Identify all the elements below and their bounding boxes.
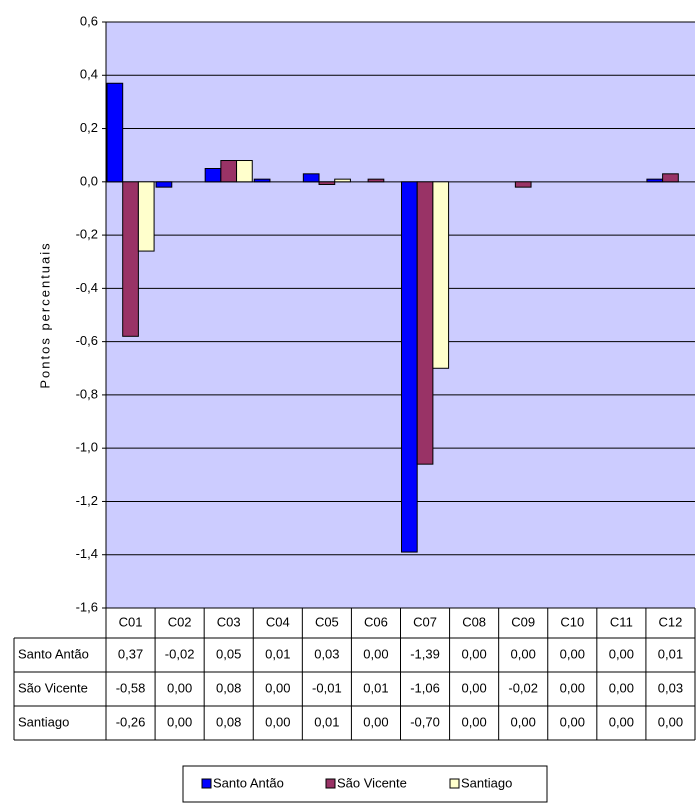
table-cell: 0,01	[658, 646, 683, 661]
legend-swatch	[325, 778, 336, 789]
bar	[401, 181, 418, 553]
bar	[302, 173, 320, 183]
y-tick-label: -1,2	[76, 493, 98, 508]
bar	[646, 178, 664, 183]
legend-label: Santiago	[461, 775, 512, 790]
bar	[367, 178, 385, 183]
table-cell: 0,37	[118, 646, 143, 661]
table-cell: -0,01	[312, 680, 342, 695]
table-cell: 0,00	[265, 680, 290, 695]
x-tick-label: C10	[560, 614, 584, 629]
table-cell: 0,00	[265, 714, 290, 729]
bar	[318, 181, 336, 185]
bar	[334, 178, 351, 183]
table-cell: -1,39	[410, 646, 440, 661]
table-cell: 0,01	[265, 646, 290, 661]
table-cell: 0,03	[658, 680, 683, 695]
legend-label: Santo Antão	[213, 775, 284, 790]
table-cell: 0,03	[314, 646, 339, 661]
table-cell: 0,01	[363, 680, 388, 695]
table-cell: 0,00	[658, 714, 683, 729]
y-tick-label: 0,4	[80, 67, 98, 82]
table-cell: -0,26	[116, 714, 146, 729]
table-cell: 0,00	[461, 714, 486, 729]
bar	[122, 181, 139, 337]
table-cell: -0,70	[410, 714, 440, 729]
x-tick-label: C02	[168, 614, 192, 629]
table-cell: 0,00	[167, 714, 192, 729]
table-cell: 0,05	[216, 646, 241, 661]
x-tick-label: C11	[610, 614, 633, 629]
y-tick-label: -1,4	[76, 546, 98, 561]
y-tick-label: 0,0	[80, 173, 98, 188]
bar	[416, 181, 434, 465]
y-tick-label: -0,8	[76, 386, 98, 401]
bar	[137, 181, 155, 252]
x-tick-label: C05	[315, 614, 339, 629]
table-cell: -1,06	[410, 680, 440, 695]
x-tick-label: C09	[511, 614, 535, 629]
table-cell: -0,58	[116, 680, 146, 695]
bar	[253, 178, 271, 183]
y-tick-label: -1,6	[76, 599, 98, 614]
bar	[514, 181, 532, 188]
legend-label: São Vicente	[337, 775, 407, 790]
x-tick-label: C06	[364, 614, 388, 629]
x-tick-label: C01	[119, 614, 143, 629]
legend-swatch	[201, 778, 212, 789]
y-tick-label: -1,0	[76, 440, 98, 455]
legend-box	[182, 765, 548, 803]
bar	[662, 173, 679, 183]
plot-area	[106, 22, 695, 608]
x-tick-label: C12	[659, 614, 683, 629]
table-cell: 0,08	[216, 714, 241, 729]
bar	[236, 160, 253, 183]
table-row-label: São Vicente	[18, 680, 88, 695]
y-tick-label: 0,6	[80, 13, 98, 28]
table-cell: 0,00	[363, 646, 388, 661]
bar	[204, 168, 222, 183]
table-cell: 0,00	[609, 714, 634, 729]
table-cell: 0,00	[560, 646, 585, 661]
table-cell: -0,02	[508, 680, 538, 695]
y-tick-label: -0,6	[76, 333, 98, 348]
bar	[106, 82, 124, 183]
table-cell: 0,00	[363, 714, 388, 729]
table-cell: 0,00	[609, 680, 634, 695]
y-tick-label: 0,2	[80, 120, 98, 135]
table-cell: 0,00	[560, 680, 585, 695]
table-cell: 0,00	[167, 680, 192, 695]
table-cell: 0,00	[511, 714, 536, 729]
bar	[220, 160, 238, 183]
x-tick-label: C07	[413, 614, 437, 629]
bar	[432, 181, 450, 369]
legend-swatch	[449, 778, 460, 789]
y-axis-label: Pontos percentuais	[37, 241, 52, 388]
x-tick-label: C04	[266, 614, 290, 629]
y-tick-label: -0,2	[76, 227, 98, 242]
x-tick-label: C03	[217, 614, 241, 629]
table-cell: 0,00	[511, 646, 536, 661]
table-cell: 0,00	[609, 646, 634, 661]
table-cell: 0,00	[461, 680, 486, 695]
table-row-label: Santiago	[18, 714, 69, 729]
table-cell: 0,01	[314, 714, 339, 729]
x-tick-label: C08	[462, 614, 486, 629]
table-row-label: Santo Antão	[18, 646, 89, 661]
table-cell: -0,02	[165, 646, 195, 661]
y-tick-label: -0,4	[76, 280, 98, 295]
bar	[155, 181, 173, 188]
table-cell: 0,00	[461, 646, 486, 661]
table-cell: 0,08	[216, 680, 241, 695]
table-cell: 0,00	[560, 714, 585, 729]
